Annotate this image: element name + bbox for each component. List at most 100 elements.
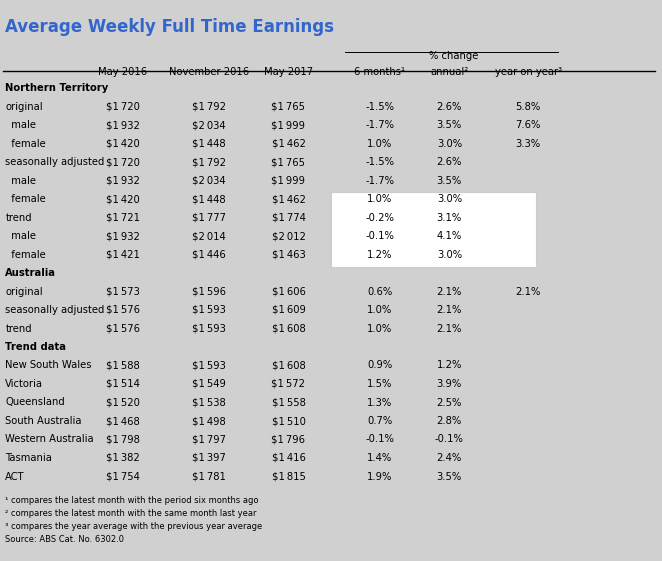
Text: $1 420: $1 420 (106, 139, 140, 149)
Text: $1 815: $1 815 (271, 471, 305, 481)
Text: $1 572: $1 572 (271, 379, 305, 389)
Text: 4.1%: 4.1% (437, 231, 462, 241)
Text: 2.1%: 2.1% (516, 287, 541, 297)
Text: $1 446: $1 446 (192, 250, 226, 260)
Text: 7.6%: 7.6% (516, 120, 541, 130)
Text: 2.8%: 2.8% (437, 416, 462, 426)
Text: Tasmania: Tasmania (5, 453, 52, 463)
Text: $2 034: $2 034 (192, 176, 226, 186)
Text: $1 798: $1 798 (106, 435, 140, 444)
Text: male: male (5, 120, 36, 130)
Text: -1.7%: -1.7% (365, 176, 395, 186)
Text: $1 463: $1 463 (271, 250, 305, 260)
Text: $1 774: $1 774 (271, 213, 305, 223)
Text: -1.5%: -1.5% (365, 157, 395, 167)
Text: $1 932: $1 932 (106, 231, 140, 241)
Text: $1 520: $1 520 (106, 398, 140, 407)
Text: -0.1%: -0.1% (365, 231, 395, 241)
Text: $1 593: $1 593 (192, 361, 226, 370)
Text: $1 573: $1 573 (106, 287, 140, 297)
Text: $1 462: $1 462 (271, 139, 305, 149)
Text: $1 999: $1 999 (271, 176, 305, 186)
Text: 3.0%: 3.0% (437, 194, 462, 204)
Text: Victoria: Victoria (5, 379, 43, 389)
Text: $1 448: $1 448 (192, 139, 226, 149)
Text: -0.2%: -0.2% (365, 213, 395, 223)
Text: 5.8%: 5.8% (516, 102, 541, 112)
Text: 1.0%: 1.0% (367, 139, 393, 149)
Text: 3.5%: 3.5% (437, 471, 462, 481)
Text: $1 796: $1 796 (271, 435, 305, 444)
Text: -1.7%: -1.7% (365, 120, 395, 130)
Text: May 2016: May 2016 (99, 67, 148, 77)
Text: trend: trend (5, 324, 32, 333)
Text: male: male (5, 231, 36, 241)
Text: $1 593: $1 593 (192, 305, 226, 315)
Text: Trend data: Trend data (5, 342, 66, 352)
Text: seasonally adjusted: seasonally adjusted (5, 157, 105, 167)
Text: 6 months¹: 6 months¹ (354, 67, 405, 77)
Text: $1 416: $1 416 (271, 453, 305, 463)
Text: $1 448: $1 448 (192, 194, 226, 204)
Text: seasonally adjusted: seasonally adjusted (5, 305, 105, 315)
Text: $1 421: $1 421 (106, 250, 140, 260)
Text: Australia: Australia (5, 268, 56, 278)
Text: $2 012: $2 012 (271, 231, 305, 241)
Text: $1 792: $1 792 (192, 157, 226, 167)
Text: $1 608: $1 608 (271, 324, 305, 333)
Text: May 2017: May 2017 (264, 67, 313, 77)
Text: New South Wales: New South Wales (5, 361, 92, 370)
Text: $1 538: $1 538 (192, 398, 226, 407)
Text: 3.0%: 3.0% (437, 139, 462, 149)
Text: $1 792: $1 792 (192, 102, 226, 112)
Text: $1 596: $1 596 (192, 287, 226, 297)
Text: $1 720: $1 720 (106, 157, 140, 167)
Text: Northern Territory: Northern Territory (5, 83, 109, 93)
Text: 2.1%: 2.1% (437, 305, 462, 315)
Text: year on year³: year on year³ (495, 67, 561, 77)
Text: -0.1%: -0.1% (435, 435, 464, 444)
Text: 2.6%: 2.6% (437, 102, 462, 112)
Text: original: original (5, 102, 43, 112)
Text: original: original (5, 287, 43, 297)
Text: $1 932: $1 932 (106, 120, 140, 130)
Text: $2 034: $2 034 (192, 120, 226, 130)
Text: female: female (5, 250, 46, 260)
Text: female: female (5, 139, 46, 149)
Text: $1 720: $1 720 (106, 102, 140, 112)
Text: female: female (5, 194, 46, 204)
Text: -1.5%: -1.5% (365, 102, 395, 112)
Text: Western Australia: Western Australia (5, 435, 94, 444)
Text: 1.0%: 1.0% (367, 194, 393, 204)
Text: 3.0%: 3.0% (437, 250, 462, 260)
Text: $1 781: $1 781 (192, 471, 226, 481)
Text: 2.6%: 2.6% (437, 157, 462, 167)
Text: 1.2%: 1.2% (367, 250, 393, 260)
Text: $1 468: $1 468 (106, 416, 140, 426)
Text: $1 514: $1 514 (106, 379, 140, 389)
Text: 3.9%: 3.9% (437, 379, 462, 389)
Text: 3.5%: 3.5% (437, 120, 462, 130)
Text: $1 765: $1 765 (271, 157, 305, 167)
Text: $1 765: $1 765 (271, 102, 305, 112)
Text: $1 510: $1 510 (271, 416, 305, 426)
Text: $1 608: $1 608 (271, 361, 305, 370)
Text: $1 588: $1 588 (106, 361, 140, 370)
Text: $1 576: $1 576 (106, 324, 140, 333)
Bar (331, 192, 536, 267)
Text: $1 576: $1 576 (106, 305, 140, 315)
Text: $1 558: $1 558 (271, 398, 305, 407)
Text: 3.5%: 3.5% (437, 176, 462, 186)
Text: $1 382: $1 382 (106, 453, 140, 463)
Text: 0.6%: 0.6% (367, 287, 393, 297)
Text: 3.1%: 3.1% (437, 213, 462, 223)
Text: 1.3%: 1.3% (367, 398, 393, 407)
Text: $1 932: $1 932 (106, 176, 140, 186)
Text: $1 999: $1 999 (271, 120, 305, 130)
Text: 3.3%: 3.3% (516, 139, 541, 149)
Text: $1 606: $1 606 (271, 287, 305, 297)
Text: $1 609: $1 609 (271, 305, 305, 315)
Text: $1 549: $1 549 (192, 379, 226, 389)
Text: Source: ABS Cat. No. 6302.0: Source: ABS Cat. No. 6302.0 (5, 535, 124, 544)
Text: -0.1%: -0.1% (365, 435, 395, 444)
